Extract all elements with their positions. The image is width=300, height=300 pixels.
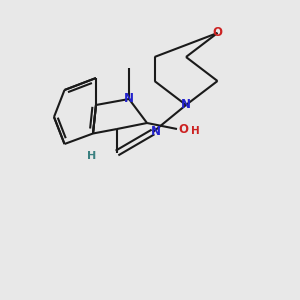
Text: O: O	[178, 122, 188, 136]
Text: N: N	[124, 92, 134, 106]
Text: H: H	[87, 151, 96, 161]
Text: H: H	[190, 125, 199, 136]
Text: N: N	[181, 98, 191, 112]
Text: N: N	[151, 125, 161, 139]
Text: O: O	[212, 26, 223, 40]
